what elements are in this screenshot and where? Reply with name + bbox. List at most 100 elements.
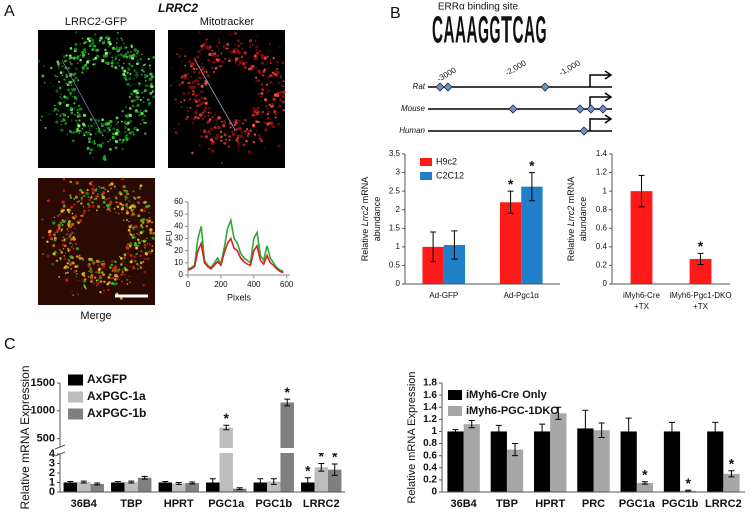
speckle bbox=[111, 59, 114, 62]
speckle bbox=[57, 65, 60, 68]
speckle bbox=[130, 54, 133, 58]
speckle bbox=[71, 222, 75, 227]
significance: * bbox=[529, 157, 535, 173]
speckle bbox=[90, 258, 94, 262]
speckle bbox=[282, 109, 285, 112]
speckle bbox=[102, 123, 105, 126]
speckle bbox=[97, 270, 101, 274]
speckle bbox=[211, 66, 214, 69]
erre-site bbox=[508, 104, 518, 114]
speckle bbox=[75, 273, 78, 275]
speckle bbox=[190, 62, 195, 66]
speckle bbox=[101, 142, 104, 144]
speckle bbox=[282, 85, 284, 88]
speckle bbox=[99, 290, 102, 294]
speckle bbox=[107, 190, 110, 193]
speckle bbox=[142, 64, 145, 67]
speckle bbox=[251, 44, 254, 46]
speckle bbox=[266, 61, 269, 63]
speckle bbox=[126, 283, 129, 286]
speckle bbox=[200, 96, 204, 100]
speckle bbox=[58, 276, 61, 278]
speckle bbox=[201, 62, 203, 65]
image-red bbox=[168, 30, 285, 168]
speckle bbox=[74, 47, 78, 51]
speckle bbox=[228, 138, 231, 141]
speckle bbox=[275, 60, 279, 64]
speckle bbox=[114, 197, 117, 200]
panel-label: A bbox=[4, 3, 15, 20]
speckle bbox=[118, 46, 122, 50]
bar bbox=[253, 482, 268, 492]
speckle bbox=[115, 122, 118, 126]
speckle bbox=[139, 254, 142, 257]
speckle bbox=[133, 48, 137, 52]
speckle bbox=[146, 237, 148, 239]
speckle bbox=[110, 61, 114, 65]
speckle bbox=[62, 55, 66, 59]
speckle bbox=[268, 103, 272, 107]
speckle bbox=[146, 218, 149, 222]
speckle bbox=[108, 197, 110, 199]
speckle bbox=[55, 259, 59, 263]
speckle bbox=[229, 33, 232, 36]
speckle bbox=[75, 130, 78, 134]
speckle bbox=[216, 58, 219, 62]
speckle bbox=[126, 56, 129, 59]
speckle bbox=[54, 231, 57, 234]
speckle bbox=[267, 117, 270, 120]
speckle bbox=[209, 138, 214, 142]
speckle bbox=[131, 64, 134, 67]
speckle bbox=[116, 51, 119, 53]
speckle bbox=[224, 141, 227, 144]
speckle bbox=[130, 204, 134, 208]
speckle bbox=[137, 98, 139, 100]
speckle bbox=[92, 58, 95, 61]
speckle bbox=[95, 259, 99, 263]
speckle bbox=[101, 263, 104, 266]
speckle bbox=[67, 230, 70, 233]
speckle bbox=[95, 54, 100, 59]
speckle bbox=[86, 146, 90, 151]
speckle bbox=[150, 85, 154, 89]
speckle bbox=[129, 281, 131, 284]
speckle bbox=[203, 83, 205, 85]
error-bar bbox=[162, 481, 169, 484]
error-bar bbox=[114, 481, 121, 484]
speckle bbox=[115, 42, 118, 44]
speckle bbox=[88, 270, 90, 273]
speckle bbox=[256, 35, 259, 38]
speckle bbox=[187, 81, 190, 85]
speckle bbox=[74, 217, 76, 219]
speckle bbox=[134, 74, 137, 76]
speckle bbox=[152, 231, 156, 235]
speckle bbox=[273, 96, 276, 99]
y-tick-label: 0.8 bbox=[423, 438, 437, 449]
speckle bbox=[188, 60, 192, 64]
speckle bbox=[79, 58, 82, 62]
speckle bbox=[89, 270, 93, 274]
speckle bbox=[74, 265, 78, 269]
y-tick-label: 1.8 bbox=[423, 378, 437, 389]
speckle bbox=[214, 66, 218, 70]
speckle bbox=[178, 123, 181, 126]
speckle bbox=[147, 57, 150, 61]
speckle bbox=[82, 69, 84, 72]
speckle bbox=[224, 57, 226, 60]
speckle bbox=[129, 275, 131, 278]
y-axis-label: Relative Lrrc2 mRNAabundance bbox=[566, 177, 588, 262]
speckle bbox=[199, 77, 202, 80]
speckle bbox=[137, 229, 139, 231]
speckle bbox=[246, 127, 249, 131]
speckle bbox=[227, 47, 229, 50]
speckle bbox=[80, 202, 83, 205]
speckle bbox=[130, 44, 133, 47]
speckle bbox=[189, 75, 193, 78]
speckle bbox=[68, 54, 72, 58]
bar bbox=[327, 469, 342, 492]
speckle bbox=[133, 90, 136, 93]
speckle bbox=[138, 85, 140, 87]
speckle bbox=[152, 95, 156, 99]
y-tick-label: 0.4 bbox=[423, 462, 437, 473]
speckle bbox=[279, 98, 283, 102]
